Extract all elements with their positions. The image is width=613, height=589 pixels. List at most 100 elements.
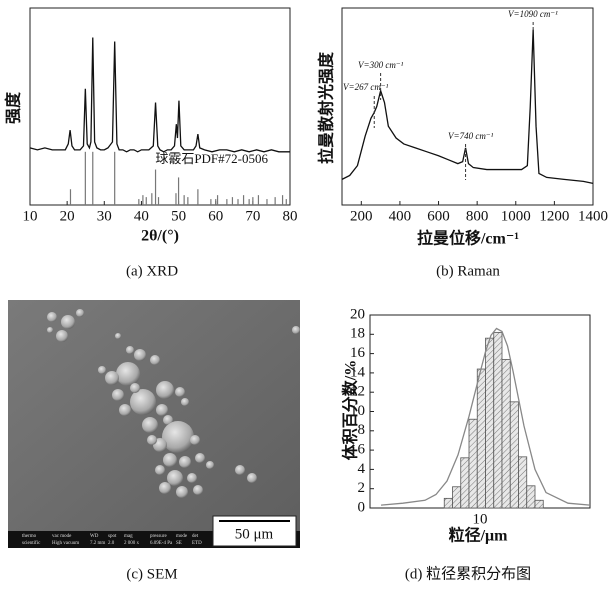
sphere [292, 326, 300, 334]
sphere [156, 404, 168, 416]
sphere [76, 309, 84, 317]
y-tick-label: 20 [350, 306, 365, 322]
sem-image: thermo scientific vac mode High vacuum WD 7.2… [8, 300, 300, 548]
sphere [179, 456, 191, 468]
sphere [193, 485, 203, 495]
annotation: V=300 cm⁻¹ [358, 60, 404, 70]
info-value: SE [176, 541, 182, 546]
caption: (b) Raman [436, 263, 500, 279]
info-value: 2.0 [108, 541, 115, 546]
y-tick-label: 14 [350, 364, 366, 380]
caption: (d) 粒径累积分布图 [405, 565, 531, 582]
bar [518, 456, 528, 509]
sphere [115, 333, 121, 339]
info-value: 6.09E-4 Pa [150, 541, 173, 546]
bar [534, 499, 544, 509]
bar [501, 358, 511, 509]
y-tick-label: 4 [358, 461, 366, 477]
annotation: V=740 cm⁻¹ [448, 131, 494, 141]
sphere [134, 349, 146, 361]
sem-logo: thermo [22, 534, 37, 539]
y-tick-label: 0 [358, 499, 366, 515]
sphere [142, 417, 158, 433]
info-value: 2 000 x [124, 541, 140, 546]
sphere [112, 389, 124, 401]
bar [509, 401, 519, 509]
plot-frame [341, 7, 594, 206]
x-tick-label: 10 [473, 511, 488, 527]
sphere [47, 312, 57, 322]
x-tick-label: 400 [389, 208, 412, 224]
bar [526, 485, 536, 509]
info-label: WD [90, 534, 99, 539]
bar [468, 418, 478, 509]
caption: (c) SEM [126, 566, 177, 582]
spectrum-line [341, 29, 594, 184]
y-axis-label: 强度 [4, 91, 23, 124]
sphere [162, 421, 194, 453]
x-tick-label: 50 [171, 208, 186, 224]
x-axis-label: 粒径/μm [449, 526, 509, 545]
sphere [175, 387, 185, 397]
x-tick-label: 600 [427, 208, 450, 224]
sphere [126, 346, 134, 354]
sphere [105, 371, 119, 385]
caption: (a) XRD [126, 263, 178, 279]
sphere [159, 482, 171, 494]
x-axis-label: 2θ/(°) [141, 228, 179, 245]
x-tick-label: 20 [60, 208, 75, 224]
fit-curve [380, 327, 591, 506]
sphere [235, 465, 245, 475]
x-tick-label: 40 [134, 208, 149, 224]
sphere [147, 435, 157, 445]
sphere [187, 473, 197, 483]
info-label: vac mode [52, 534, 72, 539]
sphere [181, 398, 189, 406]
info-value: High vacuum [52, 541, 79, 546]
bar [493, 331, 503, 509]
sphere [155, 465, 165, 475]
x-tick-label: 1000 [501, 208, 531, 224]
sphere [195, 453, 205, 463]
y-tick-label: 10 [350, 403, 365, 419]
info-value: 7.2 mm [90, 541, 105, 546]
info-label: mode [176, 534, 188, 539]
bar [476, 368, 486, 509]
bar [460, 457, 470, 509]
reference-label: 球霰石PDF#72-0506 [155, 151, 268, 166]
sphere [156, 381, 174, 399]
y-tick-label: 8 [358, 422, 366, 438]
x-tick-label: 800 [466, 208, 489, 224]
y-tick-label: 2 [358, 480, 366, 496]
y-tick-label: 6 [358, 442, 366, 458]
info-label: det [192, 534, 199, 539]
x-tick-label: 1400 [578, 208, 608, 224]
spectrum-line [29, 37, 290, 153]
x-tick-label: 60 [208, 208, 223, 224]
sphere [150, 355, 160, 365]
x-tick-label: 30 [97, 208, 112, 224]
sphere [61, 315, 75, 329]
info-label: pressure [150, 534, 167, 539]
y-tick-label: 12 [350, 384, 365, 400]
sphere [163, 415, 173, 425]
sphere [116, 362, 140, 386]
scale-label: 50 μm [235, 526, 274, 542]
y-axis-label: 拉曼散射光强度 [317, 51, 336, 164]
sphere [176, 486, 188, 498]
sphere [163, 453, 177, 467]
bar [485, 337, 495, 509]
y-tick-label: 16 [350, 345, 366, 361]
sem-logo: scientific [22, 541, 41, 546]
sphere [56, 330, 68, 342]
x-tick-label: 10 [23, 208, 38, 224]
x-tick-label: 1200 [539, 208, 569, 224]
sphere [206, 461, 214, 469]
annotation: V=267 cm⁻¹ [343, 82, 389, 92]
annotation: V=1090 cm⁻¹ [508, 9, 558, 19]
x-axis-label: 拉曼位移/cm⁻¹ [417, 229, 519, 248]
x-tick-label: 70 [245, 208, 260, 224]
x-tick-label: 200 [350, 208, 373, 224]
sphere [47, 327, 53, 333]
